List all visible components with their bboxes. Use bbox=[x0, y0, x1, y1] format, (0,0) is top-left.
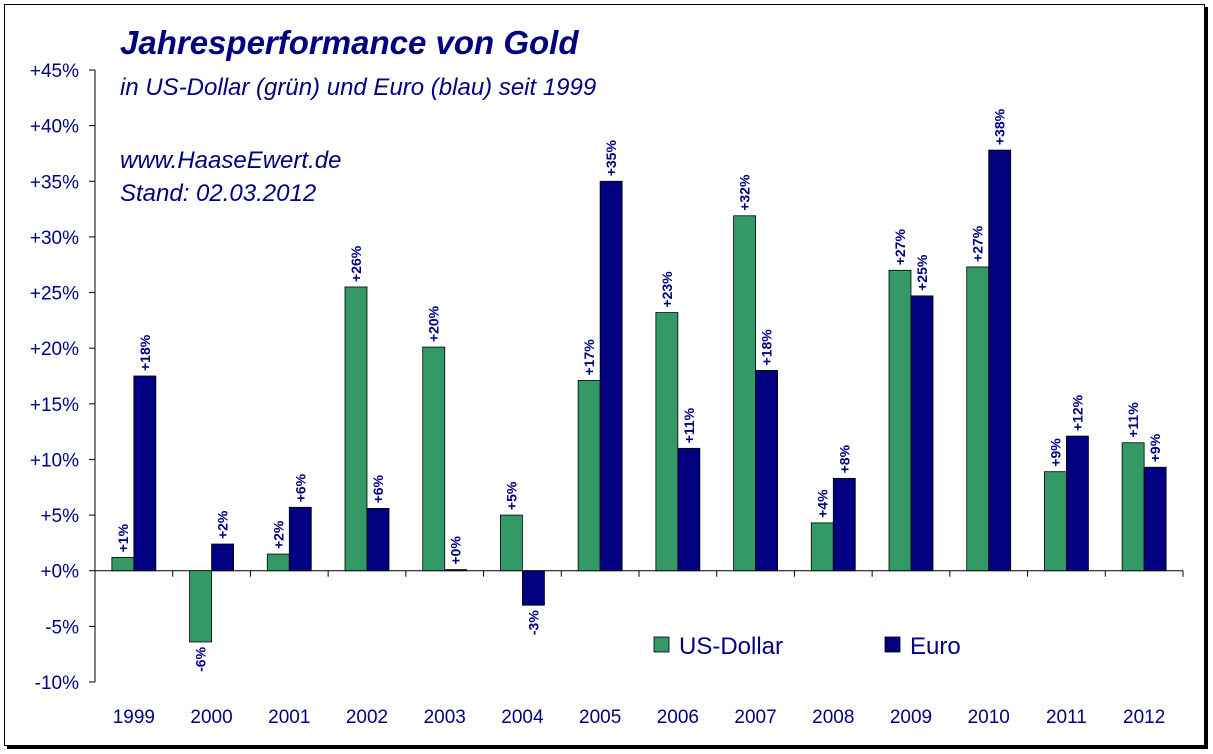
y-tick-label: +15% bbox=[30, 395, 79, 416]
y-tick-label: +0% bbox=[40, 562, 79, 583]
bar-us-dollar-2010 bbox=[966, 266, 990, 572]
bar-us-dollar-2012 bbox=[1121, 442, 1145, 572]
data-label: +2% bbox=[215, 510, 231, 539]
bar-euro-2003 bbox=[444, 569, 468, 572]
bar-us-dollar-2004 bbox=[500, 514, 523, 572]
data-label: +32% bbox=[737, 174, 753, 211]
x-tick-label: 2007 bbox=[734, 707, 776, 728]
data-label: +35% bbox=[603, 140, 619, 177]
bar-us-dollar-2003 bbox=[422, 346, 446, 572]
y-tick-label: +10% bbox=[30, 450, 79, 471]
data-label: +0% bbox=[448, 536, 464, 565]
data-label: +38% bbox=[992, 108, 1008, 145]
chart-title: Jahresperformance von Gold bbox=[120, 24, 579, 61]
x-tick-label: 2012 bbox=[1123, 707, 1165, 728]
bar-us-dollar-2008 bbox=[810, 522, 834, 572]
bar-euro-2002 bbox=[366, 508, 390, 572]
legend-label: Euro bbox=[910, 633, 961, 660]
data-label: +4% bbox=[814, 489, 830, 518]
data-label: +18% bbox=[137, 334, 153, 371]
data-label: +18% bbox=[759, 329, 775, 366]
y-tick-label: +45% bbox=[30, 61, 79, 82]
bar-euro-2004 bbox=[522, 570, 545, 606]
date-stamp: Stand: 02.03.2012 bbox=[120, 180, 316, 207]
data-label: +8% bbox=[836, 444, 852, 473]
bar-euro-2009 bbox=[910, 295, 934, 572]
bar-euro-2007 bbox=[755, 370, 778, 572]
data-label: +27% bbox=[892, 229, 908, 266]
x-tick-label: 2010 bbox=[968, 707, 1010, 728]
y-tick-label: +20% bbox=[30, 339, 79, 360]
x-tick-label: 2008 bbox=[812, 707, 854, 728]
y-tick-label: -10% bbox=[35, 673, 79, 694]
data-label: +9% bbox=[1047, 438, 1063, 467]
y-tick-label: +5% bbox=[40, 506, 79, 527]
bar-us-dollar-2006 bbox=[655, 312, 679, 572]
data-label: +27% bbox=[970, 225, 986, 262]
data-label: +20% bbox=[426, 305, 442, 342]
data-label: +17% bbox=[581, 339, 597, 376]
x-tick-label: 2009 bbox=[890, 707, 932, 728]
x-tick-label: 2001 bbox=[268, 707, 310, 728]
data-label: +5% bbox=[503, 481, 519, 510]
bar-us-dollar-2002 bbox=[344, 286, 368, 572]
bar-us-dollar-2000 bbox=[189, 570, 212, 643]
y-tick-label: -5% bbox=[45, 617, 79, 638]
bar-euro-2006 bbox=[677, 447, 701, 572]
website-text: www.HaaseEwert.de bbox=[120, 147, 341, 174]
x-tick-label: 2005 bbox=[579, 707, 621, 728]
x-tick-label: 2002 bbox=[346, 707, 388, 728]
legend-swatch bbox=[884, 636, 901, 653]
bar-euro-1999 bbox=[133, 375, 157, 572]
bar-euro-2000 bbox=[211, 543, 234, 572]
data-label: +6% bbox=[292, 473, 308, 502]
x-tick-label: 2006 bbox=[657, 707, 699, 728]
legend: US-Dollar Euro bbox=[653, 633, 961, 660]
bar-us-dollar-2001 bbox=[266, 553, 290, 572]
data-label: +6% bbox=[370, 474, 386, 503]
x-tick-label: 2011 bbox=[1046, 707, 1087, 728]
data-label: +9% bbox=[1147, 433, 1163, 462]
bar-us-dollar-2011 bbox=[1044, 471, 1067, 572]
bar-us-dollar-2007 bbox=[733, 215, 756, 572]
bar-euro-2011 bbox=[1066, 435, 1089, 572]
bar-us-dollar-1999 bbox=[111, 556, 135, 572]
chart-subtitle: in US-Dollar (grün) und Euro (blau) seit… bbox=[120, 74, 596, 101]
legend-label: US-Dollar bbox=[679, 633, 783, 660]
data-label: +12% bbox=[1069, 394, 1085, 431]
y-tick-label: +30% bbox=[30, 228, 79, 249]
y-tick-label: +35% bbox=[30, 172, 79, 193]
x-tick-label: 2004 bbox=[501, 707, 544, 728]
y-tick-label: +25% bbox=[30, 284, 79, 305]
bar-us-dollar-2009 bbox=[888, 269, 912, 572]
bar-euro-2005 bbox=[599, 180, 623, 572]
data-label: -3% bbox=[525, 610, 541, 635]
bar-us-dollar-2005 bbox=[577, 380, 601, 572]
data-label: +2% bbox=[270, 520, 286, 549]
x-tick-label: 2003 bbox=[424, 707, 466, 728]
bars bbox=[111, 149, 1167, 643]
data-label: +1% bbox=[115, 523, 131, 552]
legend-swatch bbox=[653, 636, 670, 653]
data-label: +11% bbox=[681, 407, 697, 443]
bar-euro-2010 bbox=[988, 149, 1012, 572]
x-tick-label: 1999 bbox=[113, 707, 155, 728]
data-label: +11% bbox=[1125, 402, 1141, 438]
data-label: -6% bbox=[193, 646, 209, 671]
data-label: +25% bbox=[914, 254, 930, 291]
x-tick-label: 2000 bbox=[190, 707, 232, 728]
data-labels: +1% -6% +2% +26% +20% +5% +17% +23% +32% +4% +27% +… bbox=[115, 108, 1163, 671]
bar-euro-2001 bbox=[288, 506, 312, 572]
bar-euro-2008 bbox=[832, 477, 856, 572]
data-label: +26% bbox=[348, 245, 364, 282]
axes: +45% +40% +35% +30% +25% +20% +15% +10% +5% +0% -5… bbox=[30, 61, 1184, 728]
data-label: +23% bbox=[659, 271, 675, 308]
bar-euro-2012 bbox=[1143, 466, 1167, 572]
y-tick-label: +40% bbox=[30, 117, 79, 138]
